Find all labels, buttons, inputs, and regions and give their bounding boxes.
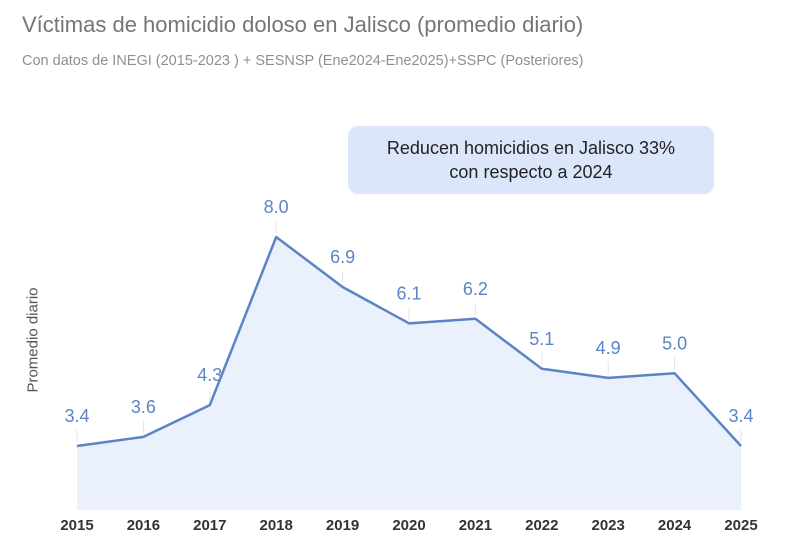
data-label: 4.9 bbox=[596, 338, 621, 358]
x-tick-label: 2025 bbox=[724, 517, 757, 534]
x-tick-label: 2015 bbox=[60, 517, 93, 534]
data-label-layer: 3.4 3.6 4.3 8.0 6.9 6.1 6.2 5.1 4.9 5.0 3.4 bbox=[64, 197, 754, 442]
area-layer bbox=[77, 237, 741, 510]
data-label: 6.1 bbox=[396, 283, 421, 303]
data-label: 5.0 bbox=[662, 333, 687, 353]
x-tick-label: 2019 bbox=[326, 517, 359, 534]
annotation-callout: Reducen homicidios en Jalisco 33% con re… bbox=[348, 126, 714, 194]
data-label: 8.0 bbox=[264, 197, 289, 217]
x-tick-label: 2021 bbox=[459, 517, 492, 534]
area-fill bbox=[77, 237, 741, 510]
series-line bbox=[76, 235, 742, 448]
x-tick-label: 2020 bbox=[392, 517, 425, 534]
data-label: 5.1 bbox=[529, 329, 554, 349]
data-label: 6.2 bbox=[463, 279, 488, 299]
x-tick-label: 2018 bbox=[260, 517, 293, 534]
x-tick-label: 2022 bbox=[525, 517, 558, 534]
x-tick-label: 2017 bbox=[193, 517, 226, 534]
line-layer bbox=[76, 235, 742, 448]
x-tick-layer: 2015 2016 2017 2018 2019 2020 2021 2022 2023 2024… bbox=[60, 517, 757, 534]
data-label: 3.4 bbox=[64, 406, 89, 426]
data-label: 4.3 bbox=[197, 365, 222, 385]
data-label: 3.6 bbox=[131, 397, 156, 417]
x-tick-label: 2024 bbox=[658, 517, 692, 534]
chart-subtitle: Con datos de INEGI (2015-2023 ) + SESNSP… bbox=[22, 53, 584, 69]
chart-title: Víctimas de homicidio doloso en Jalisco … bbox=[22, 12, 584, 37]
data-label: 6.9 bbox=[330, 247, 355, 267]
x-tick-label: 2023 bbox=[592, 517, 625, 534]
data-label: 3.4 bbox=[728, 406, 753, 426]
x-tick-label: 2016 bbox=[127, 517, 160, 534]
